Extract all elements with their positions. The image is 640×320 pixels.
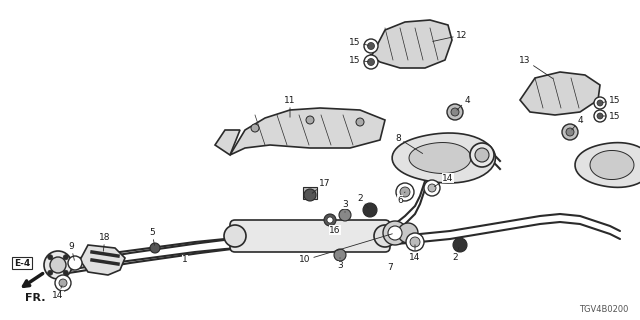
Polygon shape [215, 130, 240, 155]
Text: 15: 15 [603, 95, 621, 105]
Circle shape [594, 110, 606, 122]
Polygon shape [575, 143, 640, 188]
Text: 11: 11 [284, 95, 296, 117]
Circle shape [428, 184, 436, 192]
Circle shape [388, 226, 402, 240]
Text: 17: 17 [312, 179, 331, 193]
Circle shape [48, 270, 52, 275]
Text: 2: 2 [452, 248, 459, 262]
Circle shape [224, 225, 246, 247]
Circle shape [339, 209, 351, 221]
Text: 8: 8 [395, 133, 422, 154]
Circle shape [55, 275, 71, 291]
Circle shape [451, 108, 459, 116]
Circle shape [324, 214, 336, 226]
Text: 10: 10 [300, 234, 392, 265]
Circle shape [363, 203, 377, 217]
Circle shape [597, 113, 603, 119]
Circle shape [327, 217, 333, 223]
Circle shape [470, 143, 494, 167]
Text: 15: 15 [349, 55, 368, 65]
Text: TGV4B0200: TGV4B0200 [579, 306, 628, 315]
Text: 2: 2 [357, 194, 368, 208]
Circle shape [364, 55, 378, 69]
Circle shape [594, 97, 606, 109]
Circle shape [251, 124, 259, 132]
Text: 4: 4 [572, 116, 583, 130]
Polygon shape [409, 142, 471, 173]
Circle shape [68, 256, 82, 270]
Circle shape [367, 43, 374, 50]
Text: 13: 13 [519, 55, 553, 78]
Circle shape [383, 221, 407, 245]
Circle shape [453, 238, 467, 252]
Circle shape [356, 118, 364, 126]
Text: FR.: FR. [25, 293, 45, 303]
Circle shape [374, 225, 396, 247]
Text: 6: 6 [397, 192, 405, 204]
Circle shape [334, 249, 346, 261]
Polygon shape [520, 72, 600, 115]
Circle shape [50, 257, 66, 273]
Text: 14: 14 [410, 245, 420, 262]
Text: 15: 15 [603, 111, 621, 121]
Circle shape [400, 187, 410, 197]
Circle shape [424, 180, 440, 196]
Circle shape [566, 128, 574, 136]
Circle shape [398, 223, 418, 243]
Text: 12: 12 [433, 30, 468, 41]
Circle shape [304, 189, 316, 201]
Circle shape [597, 100, 603, 106]
Text: 18: 18 [99, 233, 111, 251]
Text: 14: 14 [52, 285, 64, 300]
Circle shape [396, 183, 414, 201]
Circle shape [44, 251, 72, 279]
Text: 16: 16 [329, 226, 340, 235]
Text: 3: 3 [337, 258, 343, 270]
Circle shape [63, 270, 68, 275]
Circle shape [406, 233, 424, 251]
Text: 14: 14 [435, 173, 454, 187]
Polygon shape [370, 20, 452, 68]
Polygon shape [230, 108, 385, 155]
Circle shape [367, 59, 374, 66]
Text: 4: 4 [457, 95, 470, 110]
Text: 1: 1 [182, 255, 188, 265]
Circle shape [562, 124, 578, 140]
Polygon shape [80, 245, 125, 275]
Circle shape [150, 243, 160, 253]
Circle shape [48, 255, 52, 260]
Text: E-4: E-4 [14, 259, 30, 268]
Circle shape [63, 255, 68, 260]
Text: 3: 3 [342, 199, 348, 212]
Circle shape [364, 39, 378, 53]
Circle shape [447, 104, 463, 120]
Polygon shape [590, 150, 634, 180]
Circle shape [59, 279, 67, 287]
Text: 9: 9 [68, 242, 74, 260]
FancyBboxPatch shape [230, 220, 390, 252]
FancyBboxPatch shape [303, 187, 317, 199]
Polygon shape [392, 133, 495, 183]
Circle shape [306, 116, 314, 124]
Text: 5: 5 [149, 228, 155, 245]
Text: 7: 7 [387, 263, 393, 273]
Text: 15: 15 [349, 37, 368, 46]
Circle shape [410, 237, 420, 247]
Circle shape [475, 148, 489, 162]
